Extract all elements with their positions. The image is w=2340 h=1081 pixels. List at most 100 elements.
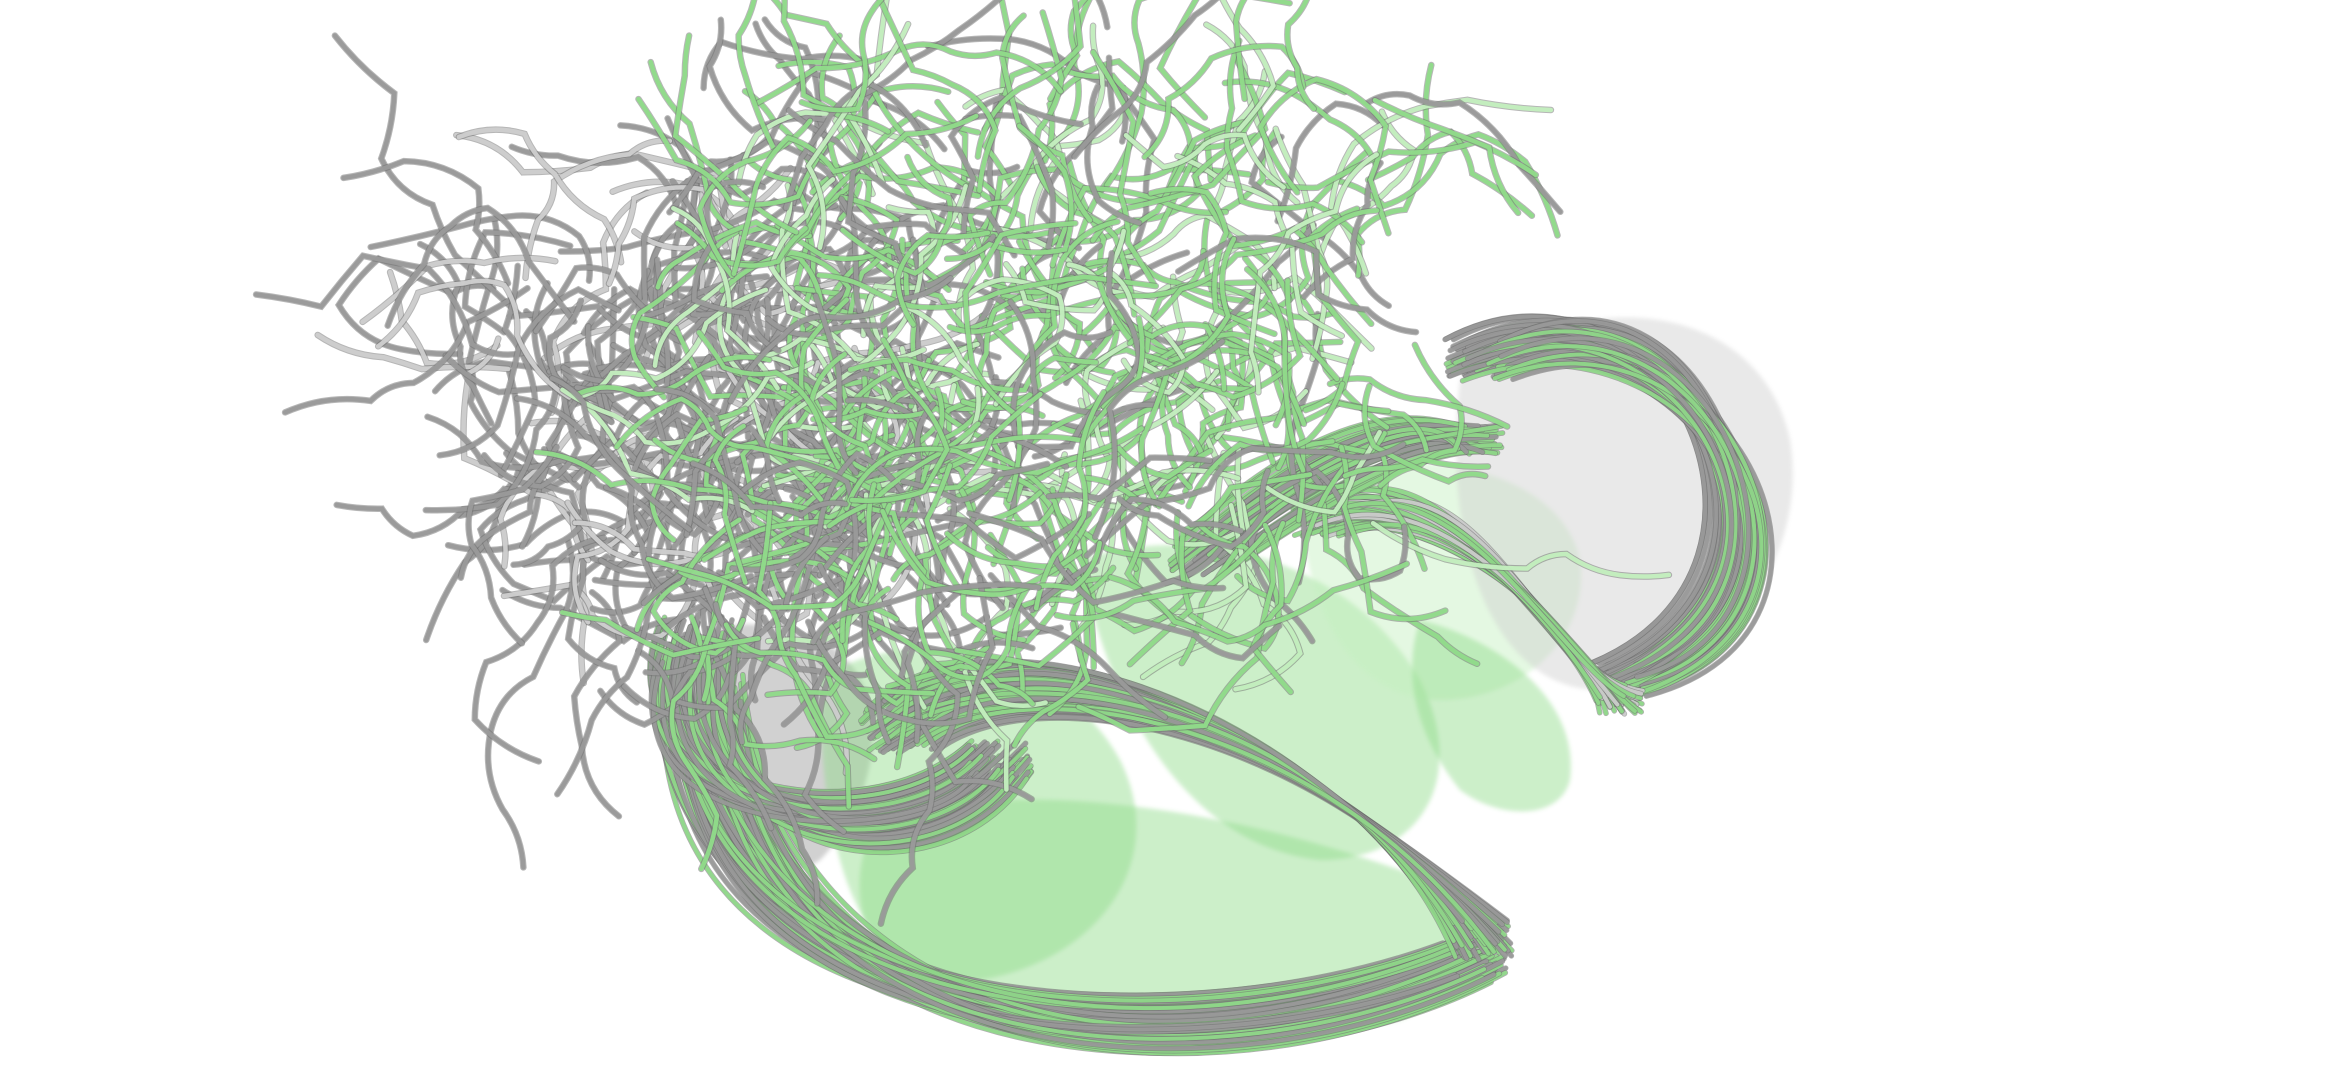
loop-gray xyxy=(545,362,673,490)
loop-mixed xyxy=(1033,389,1107,611)
loop-mixed xyxy=(963,220,1078,503)
loop-gray xyxy=(533,265,729,344)
loop-gray xyxy=(417,241,494,426)
loop-mixed xyxy=(1108,610,1282,661)
loop-green xyxy=(1258,76,1391,236)
loop-green xyxy=(1248,152,1379,395)
loop-green xyxy=(1365,91,1563,215)
loop-mixed xyxy=(1117,468,1271,550)
strand-bottom-loop xyxy=(715,708,1487,1041)
loop-gray xyxy=(385,205,577,328)
loop-green xyxy=(982,0,1017,193)
loop-mixed xyxy=(808,352,892,524)
loop-green xyxy=(1090,49,1156,286)
loop-green xyxy=(1109,271,1186,395)
loop-green xyxy=(877,0,998,193)
loop-mixed xyxy=(1046,455,1213,502)
loop-mixed xyxy=(739,460,859,562)
loop-mixed xyxy=(654,386,766,555)
loop-green xyxy=(1285,0,1317,112)
loop-mixed xyxy=(922,490,1043,671)
strand-right-loop xyxy=(1499,336,1751,679)
loop-gray xyxy=(315,332,511,372)
loop-green xyxy=(1104,0,1292,188)
loop-mixed xyxy=(811,582,1041,645)
loop-gray xyxy=(437,286,621,458)
loop-green xyxy=(805,21,911,250)
loop-green xyxy=(1378,342,1464,488)
loop-green xyxy=(975,0,1083,159)
loop-mixed xyxy=(533,449,881,521)
loop-green xyxy=(1085,84,1142,226)
loop-mixed xyxy=(988,572,1168,720)
loop-mixed xyxy=(817,563,891,745)
loop-green xyxy=(948,95,1083,238)
loop-green xyxy=(942,219,1120,441)
disordered-loop-region xyxy=(252,0,1673,927)
strand-right-loop xyxy=(1492,361,1764,698)
loop-gray xyxy=(477,468,610,604)
strand-right-loop xyxy=(1482,329,1738,675)
loop-mixed xyxy=(873,316,1145,501)
loop-mixed xyxy=(1012,621,1091,748)
loop-mixed xyxy=(645,502,892,610)
loop-mixed xyxy=(559,610,761,658)
loop-green xyxy=(1015,250,1141,450)
loop-green xyxy=(736,0,777,152)
helix-volume-5 xyxy=(1412,620,1571,812)
loop-mixed xyxy=(669,645,720,872)
loop-green xyxy=(944,123,1074,262)
loop-green xyxy=(1224,38,1365,245)
loop-gray xyxy=(423,382,559,513)
loop-mixed xyxy=(1054,532,1267,621)
loop-mixed xyxy=(849,501,1035,707)
loop-green xyxy=(994,0,1092,243)
loop-mixed xyxy=(514,396,754,601)
loop-green xyxy=(1192,133,1292,303)
loop-green xyxy=(1250,522,1293,695)
loop-gray xyxy=(555,577,705,797)
loop-green xyxy=(1157,0,1208,120)
loop-gray xyxy=(585,324,733,403)
loop-gray xyxy=(341,158,511,286)
loop-green xyxy=(763,297,849,513)
loop-green xyxy=(1310,109,1417,290)
loop-green xyxy=(895,230,991,327)
loop-green xyxy=(786,108,1017,258)
loop-green xyxy=(1003,228,1126,313)
loop-gray xyxy=(485,539,576,870)
loop-gray xyxy=(332,33,521,317)
loop-green xyxy=(1072,0,1219,159)
strand-left-coil xyxy=(651,660,973,824)
loop-green xyxy=(1265,139,1539,191)
loop-green xyxy=(783,81,928,211)
loop-mixed xyxy=(781,629,1035,727)
loop-gray xyxy=(466,444,559,646)
loop-green xyxy=(1327,376,1510,429)
loop-mixed xyxy=(1108,561,1409,644)
loop-mixed xyxy=(549,376,692,532)
loop-mixed xyxy=(878,642,960,926)
loop-green xyxy=(733,335,899,413)
loop-green xyxy=(1244,267,1306,473)
loop-mixed xyxy=(849,337,950,504)
loop-gray xyxy=(456,127,624,265)
loop-gray xyxy=(282,285,530,415)
loop-gray xyxy=(253,253,525,357)
loop-mixed xyxy=(967,511,1226,605)
loop-green xyxy=(1370,520,1672,579)
loop-green xyxy=(636,96,828,207)
loop-green xyxy=(1048,0,1087,102)
loop-mixed xyxy=(813,293,859,476)
loop-green xyxy=(576,354,772,397)
loop-mixed xyxy=(690,461,848,518)
loop-green xyxy=(748,520,818,703)
loop-green xyxy=(982,62,1193,150)
loop-mixed xyxy=(1092,339,1225,540)
loop-green xyxy=(1123,132,1286,190)
loop-green xyxy=(736,109,885,187)
loop-mixed xyxy=(880,508,1102,597)
loop-green xyxy=(1321,502,1480,667)
